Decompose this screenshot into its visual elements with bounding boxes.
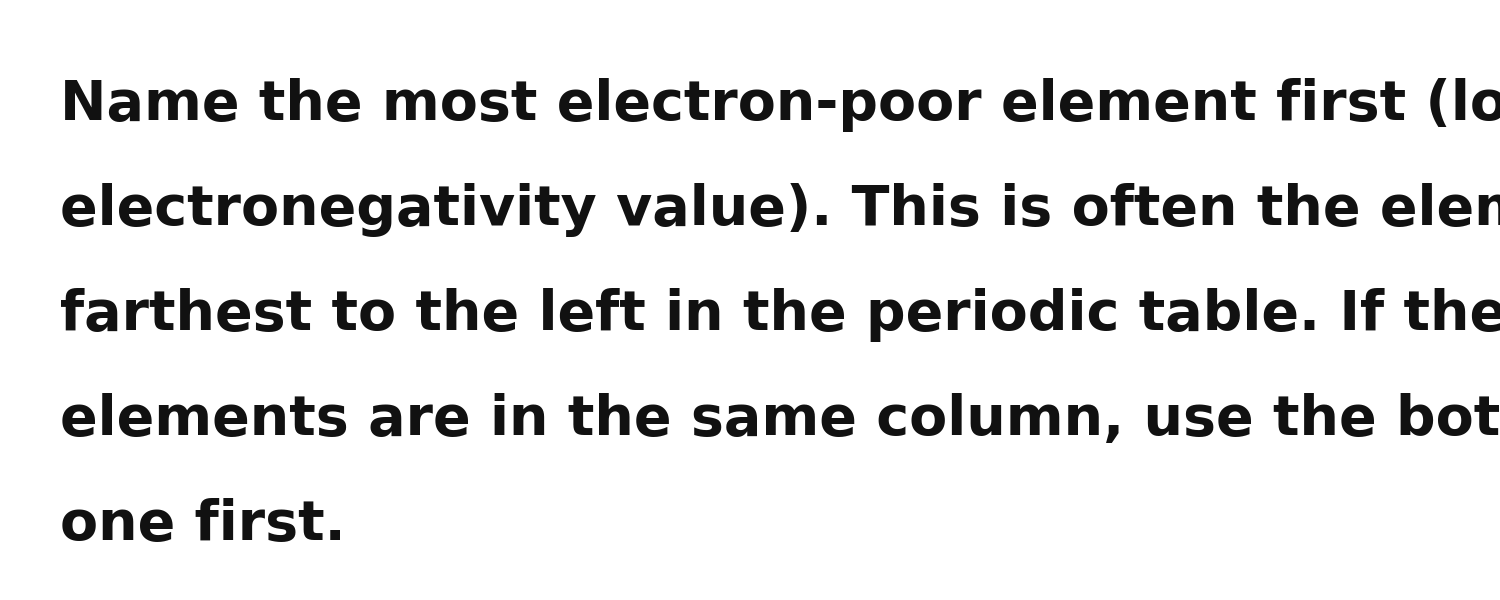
Text: Name the most electron-poor element first (lower: Name the most electron-poor element firs… bbox=[60, 78, 1500, 132]
Text: elements are in the same column, use the bottom: elements are in the same column, use the… bbox=[60, 393, 1500, 447]
Text: farthest to the left in the periodic table. If the: farthest to the left in the periodic tab… bbox=[60, 288, 1500, 342]
Text: one first.: one first. bbox=[60, 498, 345, 552]
Text: electronegativity value). This is often the element: electronegativity value). This is often … bbox=[60, 183, 1500, 237]
